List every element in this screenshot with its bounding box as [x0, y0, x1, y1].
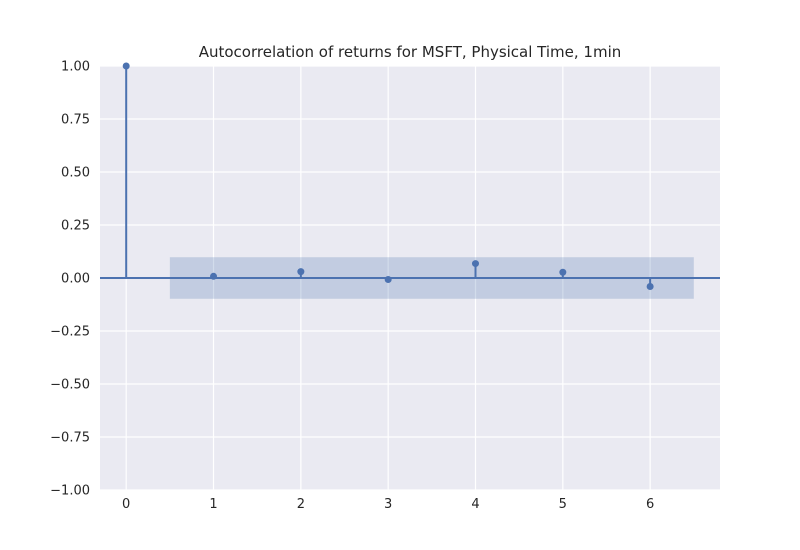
y-tick-label: 0.75	[61, 113, 90, 128]
x-tick-label: 5	[559, 497, 567, 512]
y-tick-label: 0.50	[61, 166, 90, 181]
acf-point-lag-3	[384, 275, 392, 283]
acf-point-lag-0	[122, 62, 130, 70]
y-tick-label: 1.00	[61, 60, 90, 75]
tick-labels: 0 1 2 3 4 5 6 1.00 0.75 0.50 0.25 0.00 −0.25 −0.50 −0.…	[50, 60, 654, 513]
acf-point-lag-6	[646, 282, 654, 290]
y-tick-label: 0.25	[61, 219, 90, 234]
x-tick-label: 0	[122, 497, 130, 512]
x-tick-label: 3	[384, 497, 392, 512]
y-tick-label: −0.75	[50, 431, 90, 446]
y-tick-label: −1.00	[50, 484, 90, 499]
x-tick-label: 1	[209, 497, 217, 512]
acf-point-lag-5	[559, 268, 567, 276]
acf-point-lag-4	[471, 260, 479, 268]
grid-lines	[100, 65, 720, 491]
x-tick-label: 2	[297, 497, 305, 512]
x-tick-label: 6	[646, 497, 654, 512]
acf-point-lag-1	[210, 272, 218, 280]
chart-title: Autocorrelation of returns for MSFT, Phy…	[199, 43, 622, 61]
acf-stems	[122, 62, 654, 290]
y-tick-label: −0.25	[50, 325, 90, 340]
x-tick-label: 4	[471, 497, 479, 512]
acf-point-lag-2	[297, 268, 305, 276]
y-tick-label: 0.00	[61, 272, 90, 287]
y-tick-label: −0.50	[50, 378, 90, 393]
